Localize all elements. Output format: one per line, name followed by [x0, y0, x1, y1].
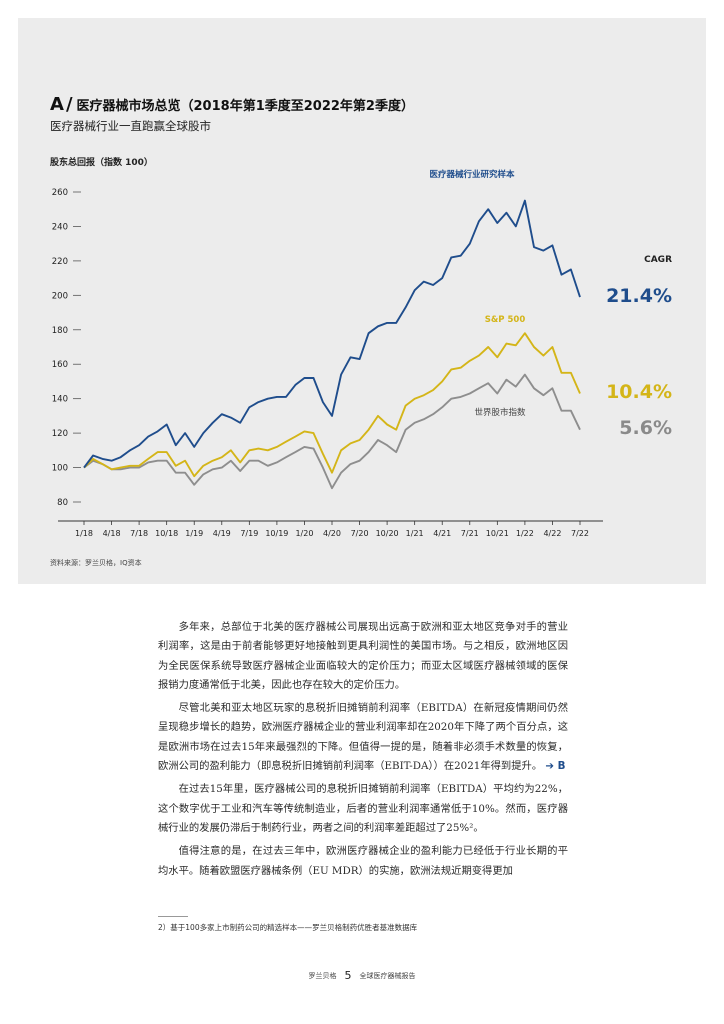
series-line — [83, 332, 581, 478]
y-tick-label: 140 — [52, 395, 68, 405]
x-tick-label: 1/22 — [516, 529, 534, 538]
cagr-header: CAGR — [644, 255, 672, 265]
x-tick-label: 4/22 — [543, 529, 561, 538]
y-tick-label: 200 — [52, 291, 68, 301]
chart-title: A / 医疗器械市场总览（2018年第1季度至2022年第2季度） — [50, 94, 414, 115]
source-note: 资料来源：罗兰贝格，IQ资本 — [50, 559, 142, 567]
x-tick-label: 4/20 — [323, 529, 341, 538]
cagr-value: 5.6% — [619, 417, 672, 439]
body-text: 多年来，总部位于北美的医疗器械公司展现出远高于欧洲和亚太地区竞争对手的营业利润率… — [158, 618, 568, 885]
x-tick-label: 10/21 — [486, 529, 509, 538]
x-tick-label: 10/20 — [376, 529, 399, 538]
series-name-label: 世界股市指数 — [474, 407, 526, 418]
y-tick-label: 160 — [52, 360, 68, 370]
y-tick-label: 80 — [57, 498, 68, 508]
series-line — [83, 199, 581, 469]
x-tick-label: 1/19 — [185, 529, 203, 538]
y-tick-label: 180 — [52, 326, 68, 336]
paragraph-3: 在过去15年里，医疗器械公司的息税折旧摊销前利润率（EBITDA）平均约为22%… — [158, 783, 568, 834]
x-tick-label: 4/19 — [213, 529, 231, 538]
footer-report-title: 全球医疗器械报告 — [359, 972, 416, 980]
footer-brand: 罗兰贝格 — [308, 972, 337, 980]
footnote: 2）基于100多家上市制药公司的精选样本——罗兰贝格制药优胜者基准数据库 — [158, 923, 418, 932]
x-tick-label: 1/20 — [295, 529, 313, 538]
page-number: 5 — [344, 969, 352, 982]
x-tick-label: 4/21 — [433, 529, 451, 538]
series-name-label: S&P 500 — [485, 315, 526, 325]
y-axis-label: 股东总回报（指数 100） — [50, 158, 153, 168]
paragraph-1: 多年来，总部位于北美的医疗器械公司展现出远高于欧洲和亚太地区竞争对手的营业利润率… — [158, 621, 568, 691]
chart-panel — [18, 18, 706, 584]
x-tick-label: 7/20 — [351, 529, 369, 538]
series-line — [83, 373, 581, 490]
title-slash: / — [65, 94, 73, 115]
page-footer: 罗兰贝格 5 全球医疗器械报告 — [0, 969, 724, 982]
line-chart: 80 100 120 140 160 180 200 220 240 260 1/18 4/18 7/1… — [52, 169, 672, 538]
x-tick-label: 4/18 — [103, 529, 121, 538]
x-tick-label: 10/18 — [155, 529, 178, 538]
y-tick-label: 220 — [52, 257, 68, 267]
cagr-value: 21.4% — [606, 285, 672, 307]
y-tick-label: 260 — [52, 188, 68, 198]
section-letter: A — [50, 94, 64, 115]
y-tick-label: 120 — [52, 429, 68, 439]
x-tick-label: 1/21 — [406, 529, 424, 538]
paragraph-4: 值得注意的是，在过去三年中，欧洲医疗器械企业的盈利能力已经低于行业长期的平均水平… — [158, 845, 568, 877]
y-tick-label: 240 — [52, 222, 68, 232]
title-text: 医疗器械市场总览（2018年第1季度至2022年第2季度） — [76, 99, 414, 114]
x-tick-label: 1/18 — [75, 529, 93, 538]
cagr-value: 10.4% — [606, 381, 672, 403]
x-tick-label: 7/21 — [461, 529, 479, 538]
y-tick-label: 100 — [52, 464, 68, 474]
x-tick-label: 7/18 — [130, 529, 148, 538]
series-name-label: 医疗器械行业研究样本 — [429, 169, 515, 180]
exhibit-b-link[interactable]: ➔ B — [545, 760, 566, 773]
paragraph-2-text: 尽管北美和亚太地区玩家的息税折旧摊销前利润率（EBITDA）在新冠疫情期间仍然呈… — [158, 702, 568, 773]
x-tick-label: 7/22 — [571, 529, 589, 538]
x-tick-label: 7/19 — [240, 529, 258, 538]
paragraph-2: 尽管北美和亚太地区玩家的息税折旧摊销前利润率（EBITDA）在新冠疫情期间仍然呈… — [158, 699, 568, 776]
chart-subtitle: 医疗器械行业一直跑赢全球股市 — [50, 119, 211, 133]
x-tick-label: 10/19 — [265, 529, 288, 538]
footnote-divider — [158, 916, 188, 917]
